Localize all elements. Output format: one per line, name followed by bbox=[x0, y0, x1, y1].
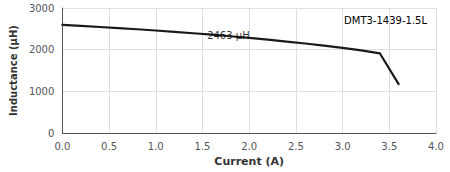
svg-text:1.0: 1.0 bbox=[148, 141, 164, 152]
svg-text:Current (A): Current (A) bbox=[214, 155, 284, 168]
svg-text:1.5: 1.5 bbox=[195, 141, 211, 152]
svg-text:2000: 2000 bbox=[29, 44, 54, 55]
svg-text:DMT3-1439-1.5L: DMT3-1439-1.5L bbox=[344, 15, 427, 26]
svg-text:3.5: 3.5 bbox=[381, 141, 397, 152]
svg-text:1000: 1000 bbox=[29, 86, 54, 97]
svg-text:3.0: 3.0 bbox=[335, 141, 351, 152]
svg-text:Inductance (μH): Inductance (μH) bbox=[8, 25, 19, 116]
svg-text:0.0: 0.0 bbox=[54, 141, 70, 152]
svg-text:0.5: 0.5 bbox=[101, 141, 117, 152]
svg-text:2463 μH: 2463 μH bbox=[207, 30, 250, 41]
svg-text:0: 0 bbox=[48, 128, 54, 139]
svg-text:4.0: 4.0 bbox=[428, 141, 444, 152]
svg-text:2.0: 2.0 bbox=[241, 141, 257, 152]
svg-text:3000: 3000 bbox=[29, 3, 54, 14]
svg-text:2.5: 2.5 bbox=[288, 141, 304, 152]
